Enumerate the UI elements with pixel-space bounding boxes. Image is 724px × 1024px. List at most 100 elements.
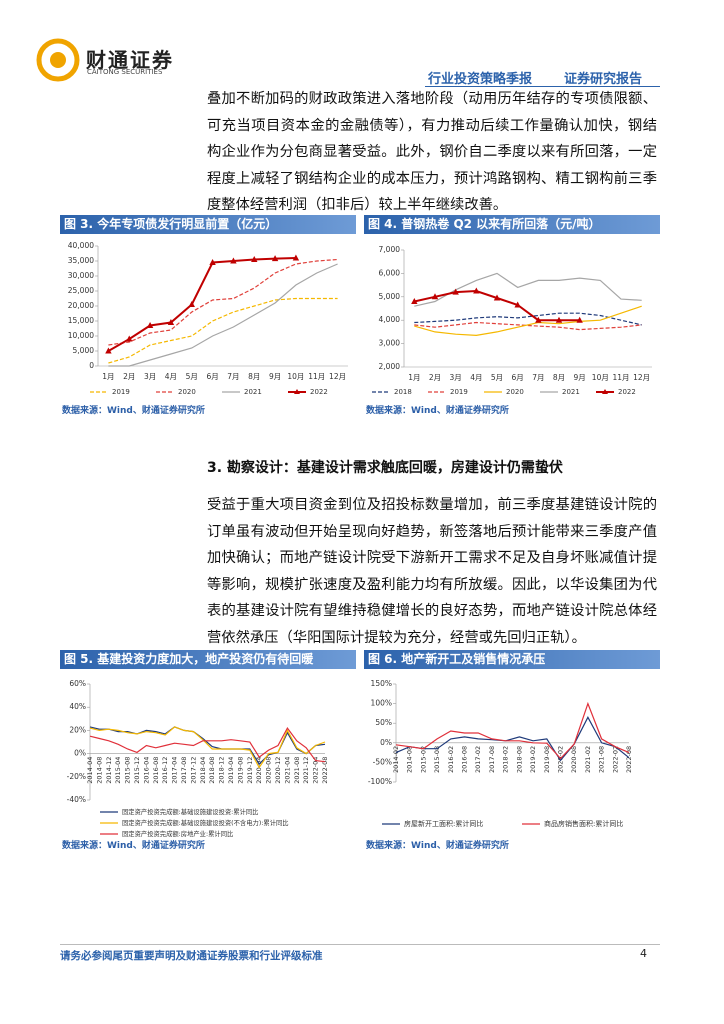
y-tick-label: 40,000 (68, 241, 94, 250)
y-tick-label: 2,000 (379, 362, 401, 371)
x-tick-label: 10月 (287, 372, 304, 381)
series-line (89, 726, 326, 769)
y-tick-label: 150% (371, 679, 392, 688)
x-tick-label: 2020-08 (570, 746, 578, 773)
x-tick-label: 2018-08 (515, 746, 523, 773)
x-tick-label: 2014-08 (406, 746, 414, 773)
x-tick-label: 2014-04 (86, 757, 94, 784)
x-tick-label: 3月 (144, 372, 156, 381)
x-tick-label: 2017-12 (189, 757, 197, 784)
series-line (107, 257, 296, 352)
figure-title: 图 4. 普钢热卷 Q2 以来有所回落（元/吨） (364, 215, 660, 234)
point-marker (167, 319, 175, 325)
x-tick-label: 12月 (633, 373, 650, 382)
x-tick-label: 2015-04 (114, 757, 122, 784)
footer-rule (60, 944, 660, 945)
x-tick-label: 2015-12 (133, 757, 141, 784)
y-tick-label: -100% (368, 777, 392, 786)
y-tick-label: 60% (69, 679, 86, 688)
point-marker (411, 297, 418, 304)
x-tick-label: 2月 (123, 372, 135, 381)
y-tick-label: 15,000 (68, 316, 94, 325)
series-line (414, 305, 642, 337)
chart: 2,000 3,000 4,000 5,000 6,000 7,000 1月 2月 3月 4月 5月… (372, 245, 652, 396)
x-tick-label: 7月 (227, 372, 239, 381)
y-tick-label: 100% (371, 699, 392, 708)
point-marker (576, 316, 583, 323)
y-tick-label: -20% (67, 772, 86, 781)
x-tick-label: 2014-08 (95, 757, 103, 784)
point-marker (146, 322, 154, 328)
chart: -100% -50% 0% 50% 100% 150% 2014-02 2014-08 2015… (368, 679, 633, 828)
y-tick-label: 20% (69, 725, 86, 734)
brand: 财通证券 (86, 48, 174, 72)
x-tick-label: 2014-02 (392, 746, 400, 773)
x-tick-label: 2022-08 (625, 746, 633, 773)
x-tick-label: 2018-08 (208, 757, 216, 784)
legend-label: 2022 (310, 388, 328, 396)
x-tick-label: 2016-02 (447, 746, 455, 773)
y-tick-label: -40% (67, 795, 86, 804)
x-tick-label: 2016-08 (461, 746, 469, 773)
legend-label: 固定资产投资完成额:基础设施建设投资:累计同比 (122, 807, 258, 816)
x-tick-label: 2015-08 (124, 757, 132, 784)
legend-label: 2020 (506, 388, 524, 396)
x-tick-label: 2016-12 (161, 757, 169, 784)
source: 数据来源：Wind、财通证券研究所 (366, 841, 509, 851)
source: 数据来源：Wind、财通证券研究所 (366, 406, 509, 416)
x-tick-label: 2020-08 (265, 757, 273, 784)
x-tick-label: 2017-02 (474, 746, 482, 773)
x-tick-label: 2021-08 (598, 746, 606, 773)
x-tick-label: 1月 (102, 372, 114, 381)
logo-core (50, 52, 66, 68)
legend-label: 2021 (244, 388, 262, 396)
x-tick-label: 2018-04 (199, 757, 207, 784)
report-type: 行业投资策略季报 (428, 72, 533, 87)
x-tick-label: 4月 (470, 373, 482, 382)
x-tick-label: 3月 (450, 373, 462, 382)
figure-title: 图 3. 今年专项债发行明显前置（亿元） (60, 215, 356, 234)
x-tick-label: 2017-08 (180, 757, 188, 784)
legend-marker (294, 389, 300, 394)
x-tick-label: 2019-08 (543, 746, 551, 773)
x-tick-label: 8月 (553, 373, 565, 382)
section-heading: 3. 勘察设计：基建设计需求触底回暖，房建设计仍需蛰伏 (207, 460, 563, 476)
x-tick-label: 5月 (186, 372, 198, 381)
legend-label: 2019 (112, 388, 130, 396)
x-tick-label: 2018-12 (218, 757, 226, 784)
x-tick-label: 11月 (612, 373, 629, 382)
x-tick-label: 2020-04 (255, 757, 263, 784)
point-marker (555, 316, 563, 323)
chart: 0 5,000 10,000 15,000 20,000 25,000 30,000 35,0… (68, 241, 348, 396)
x-tick-label: 2022-08 (321, 757, 329, 784)
x-tick-label: 7月 (532, 373, 544, 382)
y-tick-label: 7,000 (379, 245, 401, 254)
x-tick-label: 2019-04 (227, 757, 235, 784)
chart: -40% -20% 0% 20% 40% 60% 2014-04 2014-08 2014-12… (67, 679, 329, 838)
page-number: 4 (640, 947, 647, 960)
point-marker (188, 301, 195, 307)
x-tick-label: 6月 (206, 372, 218, 381)
x-tick-label: 2016-08 (152, 757, 160, 784)
brand-en: CAITONG SECURITIES (87, 68, 163, 76)
legend-marker (602, 389, 608, 394)
series-line (108, 297, 338, 364)
legend-label: 房屋新开工面积:累计同比 (404, 819, 483, 828)
y-tick-label: 6,000 (379, 268, 401, 277)
y-tick-label: 0 (89, 361, 94, 370)
y-tick-label: -50% (373, 757, 392, 766)
legend-label: 2020 (178, 388, 196, 396)
x-tick-label: 2018-02 (502, 746, 510, 773)
series-line (395, 716, 630, 762)
legend-label: 2019 (450, 388, 468, 396)
point-marker (452, 288, 459, 295)
paragraph: 受益于重大项目资金到位及招投标数量增加，前三季度基建链设计院的订单虽有波动但开始… (207, 497, 657, 646)
x-tick-label: 2019-08 (236, 757, 244, 784)
x-tick-label: 1月 (408, 373, 420, 382)
x-tick-label: 2017-04 (171, 757, 179, 784)
series-line (89, 726, 326, 763)
x-tick-label: 2021-02 (584, 746, 592, 773)
point-marker (431, 293, 439, 300)
x-tick-label: 8月 (248, 372, 260, 381)
